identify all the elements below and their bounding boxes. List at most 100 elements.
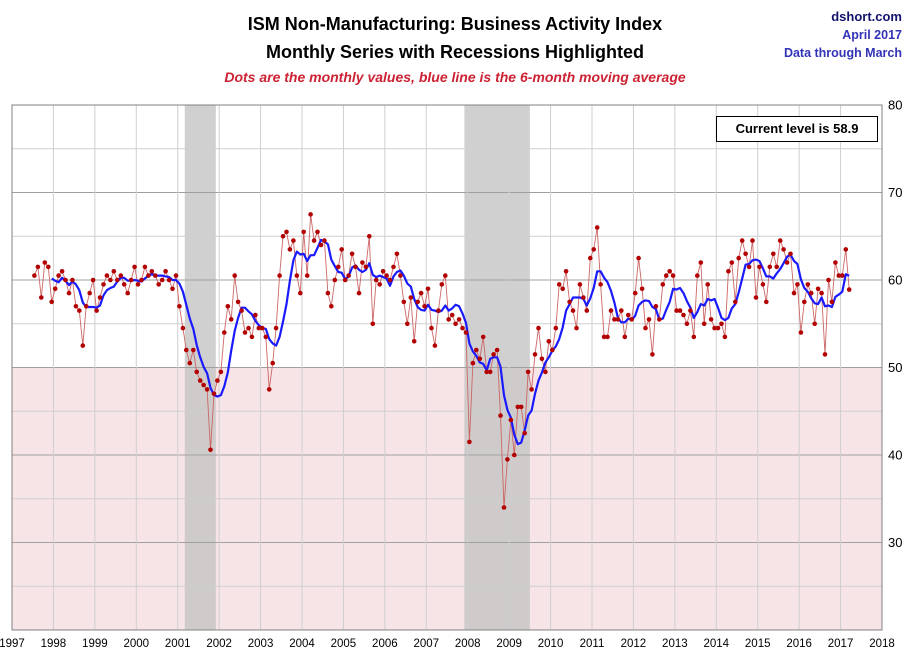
monthly-value-dot — [125, 290, 130, 296]
monthly-value-dot — [636, 255, 641, 261]
monthly-value-dot — [284, 229, 289, 235]
chart-title-line2: Monthly Series with Recessions Highlight… — [265, 42, 645, 62]
monthly-value-dot — [405, 321, 410, 327]
monthly-value-dot — [550, 347, 555, 353]
monthly-value-dot — [518, 404, 524, 410]
monthly-value-dot — [463, 330, 469, 335]
monthly-value-dot — [418, 290, 424, 296]
monthly-value-dot — [353, 264, 358, 270]
monthly-value-dot — [553, 325, 559, 331]
monthly-value-dot — [191, 347, 196, 353]
monthly-value-dot — [764, 299, 769, 305]
monthly-value-dot — [612, 317, 617, 322]
monthly-value-dot — [308, 212, 313, 217]
monthly-value-dot — [494, 347, 500, 353]
monthly-value-dot — [422, 304, 427, 309]
monthly-value-dot — [329, 304, 334, 309]
monthly-value-dot — [177, 304, 182, 309]
monthly-value-dot — [746, 264, 752, 270]
monthly-value-dot — [184, 347, 189, 353]
monthly-value-dot — [567, 299, 572, 305]
x-tick-label: 2009 — [496, 638, 522, 650]
x-tick-label: 2014 — [703, 638, 729, 650]
monthly-value-dot — [522, 430, 527, 436]
monthly-value-dot — [101, 282, 106, 287]
x-tick-label: 1997 — [0, 638, 25, 650]
monthly-value-dot — [474, 347, 479, 353]
monthly-value-dot — [411, 339, 417, 344]
x-tick-label: 2004 — [289, 638, 315, 650]
monthly-value-dot — [529, 387, 534, 392]
x-tick-label: 2010 — [538, 638, 564, 650]
monthly-value-dot — [546, 339, 552, 344]
monthly-value-dot — [270, 360, 276, 366]
monthly-value-dot — [733, 299, 738, 305]
x-tick-label: 2006 — [372, 638, 398, 650]
monthly-value-dot — [346, 273, 351, 278]
monthly-value-dot — [736, 255, 741, 261]
monthly-value-dot — [808, 290, 814, 296]
monthly-value-dot — [197, 378, 203, 383]
monthly-value-dot — [674, 308, 679, 313]
monthly-value-dot — [367, 234, 372, 239]
plot-border — [11, 104, 883, 631]
monthly-value-dot — [242, 330, 248, 335]
monthly-value-dot — [705, 282, 710, 287]
monthly-value-dot — [819, 290, 824, 296]
monthly-value-dot — [153, 273, 158, 278]
monthly-value-dot — [774, 264, 779, 270]
monthly-value-dot — [63, 277, 68, 283]
monthly-value-dot — [132, 264, 137, 270]
monthly-value-dot — [373, 277, 379, 283]
monthly-value-dot — [291, 238, 296, 243]
monthly-value-dot — [304, 273, 310, 278]
monthly-value-dot — [470, 360, 476, 366]
monthly-value-dot — [218, 369, 224, 375]
monthly-value-dot — [204, 387, 210, 392]
monthly-value-dot — [598, 282, 603, 287]
x-tick-label: 2011 — [580, 638, 605, 650]
monthly-value-dot — [532, 352, 538, 357]
monthly-value-dot — [556, 282, 562, 287]
x-tick-label: 2000 — [123, 638, 149, 650]
monthly-value-dot — [170, 286, 175, 292]
monthly-value-dot — [239, 308, 244, 313]
monthly-value-dot — [66, 290, 72, 296]
monthly-value-dot — [449, 312, 455, 318]
monthly-value-dot — [360, 260, 365, 265]
monthly-value-dot — [35, 264, 41, 270]
monthly-value-dot — [432, 343, 438, 348]
monthly-value-dot — [301, 229, 307, 235]
monthly-value-dot — [581, 295, 586, 300]
monthly-value-dot — [111, 269, 117, 274]
monthly-value-dot — [318, 242, 324, 248]
monthly-value-dot — [128, 277, 134, 283]
x-tick-label: 2008 — [455, 638, 481, 650]
monthly-value-dot — [322, 238, 327, 243]
monthly-value-dot — [757, 264, 762, 270]
monthly-value-dot — [273, 325, 279, 331]
monthly-value-dot — [159, 277, 165, 283]
monthly-value-dot — [536, 325, 541, 331]
monthly-value-dot — [87, 290, 92, 296]
monthly-value-dot — [315, 229, 320, 235]
publish-date: April 2017 — [842, 28, 902, 42]
monthly-value-dot — [795, 282, 800, 287]
monthly-value-dot — [722, 334, 728, 340]
x-tick-label: 2013 — [662, 638, 688, 650]
monthly-value-dot — [208, 447, 213, 453]
monthly-value-dot — [222, 330, 227, 335]
x-tick-label: 2017 — [828, 638, 854, 650]
monthly-value-dot — [436, 308, 441, 313]
monthly-value-dot — [439, 282, 445, 287]
monthly-value-dot — [398, 273, 403, 278]
monthly-value-dot — [812, 321, 817, 327]
x-tick-label: 2002 — [206, 638, 232, 650]
monthly-value-dot — [146, 273, 151, 278]
monthly-value-dot — [677, 308, 683, 313]
source-link[interactable]: dshort.com — [831, 9, 902, 24]
monthly-value-dot — [56, 273, 61, 278]
monthly-value-dot — [39, 295, 44, 300]
monthly-value-dot — [601, 334, 607, 340]
monthly-value-dot — [626, 312, 631, 318]
